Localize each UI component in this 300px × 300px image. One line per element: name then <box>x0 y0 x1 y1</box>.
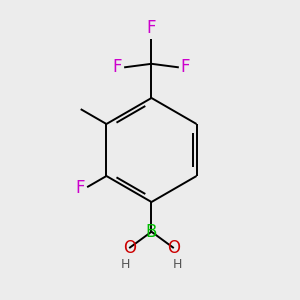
Text: H: H <box>173 258 182 271</box>
Text: H: H <box>121 258 130 271</box>
Text: O: O <box>123 239 136 257</box>
Text: F: F <box>181 58 190 76</box>
Text: O: O <box>167 239 180 257</box>
Text: F: F <box>147 19 156 37</box>
Text: F: F <box>76 179 85 197</box>
Text: B: B <box>146 223 157 241</box>
Text: F: F <box>113 58 122 76</box>
